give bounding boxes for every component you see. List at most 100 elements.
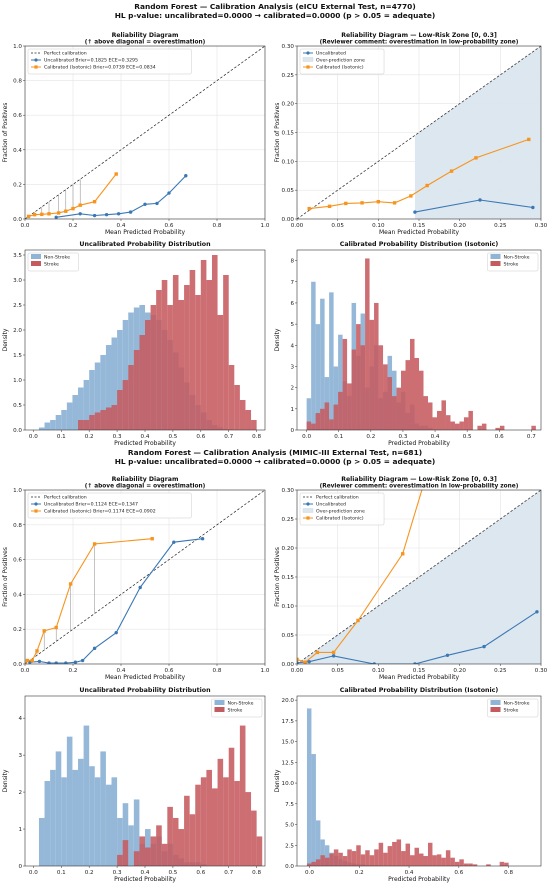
stroke-bar <box>161 280 168 430</box>
stroke-bar <box>463 417 469 430</box>
stroke-bar <box>401 851 406 866</box>
legend-swatch-nonstroke <box>490 700 501 705</box>
stroke-bar <box>251 420 257 430</box>
calibrated-point <box>54 625 58 630</box>
calibrated-point <box>40 212 44 217</box>
legend-label: Uncalibrated <box>316 502 346 508</box>
calibrated-point <box>376 200 381 204</box>
y-tick-label: 0.15 <box>282 575 295 581</box>
x-tick-label: 0.4 <box>405 870 414 876</box>
nonstroke-bar <box>89 766 95 866</box>
nonstroke-bar <box>315 820 321 866</box>
x-tick-label: 0.2 <box>85 870 94 876</box>
stroke-bar <box>463 863 469 866</box>
stroke-bar <box>324 857 330 866</box>
uncalibrated-point <box>535 610 539 614</box>
stroke-bar <box>239 400 246 430</box>
legend-label: Stroke <box>228 708 243 714</box>
stroke-bar <box>333 849 339 866</box>
stroke-bar <box>306 863 312 866</box>
x-tick-label: 0.6 <box>196 870 205 876</box>
chart-title: Uncalibrated Probability Distribution <box>79 241 210 248</box>
nonstroke-bar <box>100 355 106 430</box>
legend-swatch-nonstroke <box>31 254 41 259</box>
legend-marker-calibrated <box>34 509 38 513</box>
stroke-bar <box>531 425 536 430</box>
calibrated-point <box>401 552 405 556</box>
x-tick-label: 0.1 <box>57 434 66 440</box>
stroke-bar <box>234 385 240 430</box>
x-tick-label: 0.5 <box>168 434 177 440</box>
stroke-bar <box>338 852 343 866</box>
calibrated-point <box>474 156 478 160</box>
chart-eicu-reliability: Reliability Diagram(↑ above diagonal = o… <box>2 32 270 236</box>
calibrated-point <box>356 618 360 623</box>
figure-subtitle-top: HL p-value: uncalibrated=0.0000 → calibr… <box>114 11 436 20</box>
stroke-bar <box>383 364 388 430</box>
nonstroke-bar <box>72 769 79 866</box>
stroke-bar <box>223 777 229 866</box>
y-tick-label: 0.20 <box>282 546 295 552</box>
nonstroke-bar <box>311 754 316 866</box>
y-tick-label: 4 <box>18 716 22 722</box>
uncalibrated-point <box>372 662 376 664</box>
x-axis-label: Mean Predicted Probability <box>105 229 185 236</box>
uncalibrated-series-line <box>56 175 187 218</box>
stroke-bar <box>329 853 334 866</box>
calibrated-point <box>425 471 428 474</box>
x-tick-label: 0.4 <box>431 434 440 440</box>
chart-title: Uncalibrated Probability Distribution <box>79 687 210 694</box>
stroke-bar <box>256 836 263 866</box>
stroke-bar <box>383 852 388 866</box>
x-tick-label: 0.0 <box>302 434 311 440</box>
stroke-bar <box>206 280 212 430</box>
nonstroke-bar <box>128 825 134 866</box>
stroke-bar <box>477 425 482 430</box>
legend-swatch-stroke <box>214 707 225 712</box>
uncalibrated-point <box>531 205 535 210</box>
x-tick-label: 0.0 <box>305 870 314 876</box>
stroke-bar <box>481 423 487 430</box>
stroke-bar <box>161 843 168 866</box>
x-tick-label: 0.4 <box>117 668 126 674</box>
stroke-bar <box>167 305 173 430</box>
nonstroke-bar <box>111 337 118 430</box>
stroke-bar <box>329 419 334 430</box>
chart-mimic-lowrisk: Reliability Diagram — Low-Risk Zone [0, … <box>274 471 548 681</box>
x-tick-label: 0.0 <box>21 668 30 674</box>
stroke-bar <box>211 255 218 430</box>
y-axis-label: Fraction of Positives <box>274 547 281 607</box>
y-tick-label: 1 <box>290 407 294 413</box>
axes-frame <box>296 249 542 431</box>
chart-title: Reliability Diagram — Low-Risk Zone [0, … <box>341 476 497 483</box>
x-axis-label: Predicted Probability <box>114 876 176 883</box>
calibrated-point <box>30 658 34 663</box>
stroke-bar <box>454 423 460 430</box>
legend-marker-calibrated <box>306 65 310 69</box>
legend-marker-calibrated <box>34 65 38 69</box>
x-tick-label: 0.6 <box>495 434 504 440</box>
legend-label: Uncalibrated Brier=0.1825 ECE=0.3295 <box>44 58 138 64</box>
y-tick-label: 3 <box>290 364 294 370</box>
x-tick-label: 0.1 <box>334 434 343 440</box>
stroke-bar <box>401 370 406 430</box>
x-tick-label: 0.6 <box>454 870 463 876</box>
y-tick-label: 1 <box>18 827 22 833</box>
nonstroke-bar <box>55 415 62 430</box>
x-tick-label: 0.8 <box>252 870 261 876</box>
nonstroke-bar <box>55 751 62 866</box>
x-tick-label: 0.00 <box>291 668 304 674</box>
stroke-bar <box>450 421 455 430</box>
stroke-bar <box>324 402 330 430</box>
legend-marker-calibrated <box>306 516 310 520</box>
x-tick-label: 0.0 <box>21 223 30 229</box>
stroke-bar <box>315 859 321 866</box>
legend-label: Uncalibrated Brier=0.1124 ECE=0.1347 <box>44 502 138 508</box>
chart-title: Reliability Diagram <box>112 32 179 39</box>
plot-area <box>38 255 257 430</box>
stroke-bar <box>178 300 185 430</box>
nonstroke-bar <box>38 817 45 866</box>
stroke-bar <box>145 320 151 430</box>
y-tick-label: 0.8 <box>13 523 22 529</box>
